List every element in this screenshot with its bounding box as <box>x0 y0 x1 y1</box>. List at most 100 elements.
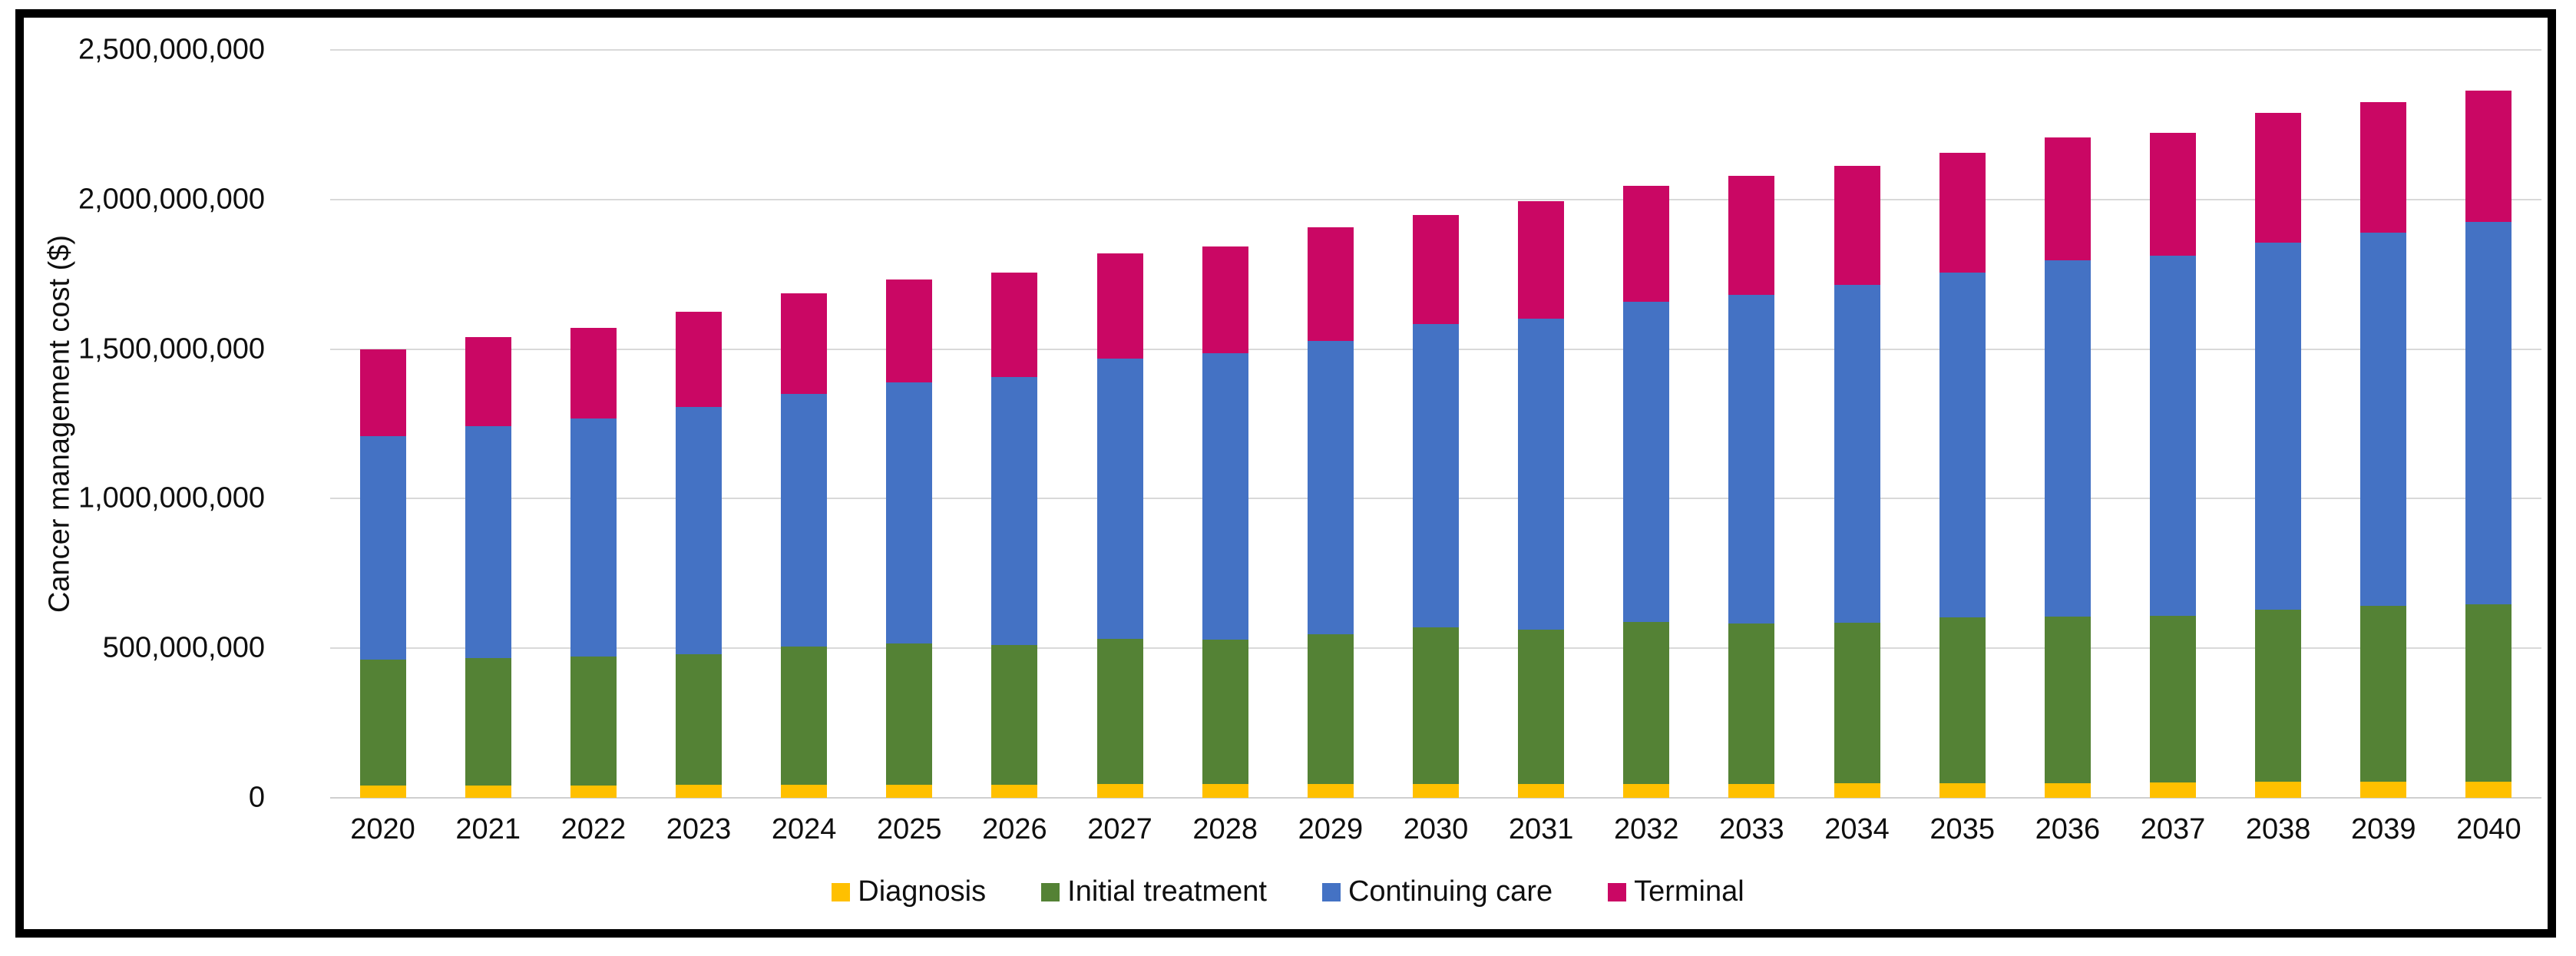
bar-segment-diagnosis <box>1096 784 1143 798</box>
bar-group-2024 <box>781 293 828 798</box>
bar-segment-diagnosis <box>676 785 722 798</box>
bar-segment-continuing-care <box>570 418 617 657</box>
bar-segment-diagnosis <box>359 786 406 798</box>
bar-segment-initial-treatment <box>676 654 722 786</box>
bar-group-2038 <box>2255 112 2302 798</box>
bar-segment-terminal <box>886 279 933 383</box>
bar-segment-diagnosis <box>1728 783 1775 798</box>
bar-segment-initial-treatment <box>1728 623 1775 784</box>
x-axis-label: 2029 <box>1298 813 1364 845</box>
bar-group-2040 <box>2465 90 2512 798</box>
x-axis-label: 2039 <box>2351 813 2416 845</box>
legend-swatch-initial-treatment <box>1041 882 1060 901</box>
bar-segment-terminal <box>1518 200 1565 319</box>
y-axis-tick-label: 0 <box>248 781 265 814</box>
bar-segment-initial-treatment <box>991 644 1038 785</box>
bar-segment-initial-treatment <box>570 657 617 786</box>
bar-segment-initial-treatment <box>2044 616 2091 783</box>
bar-segment-initial-treatment <box>359 660 406 786</box>
bar-segment-diagnosis <box>2465 781 2512 798</box>
bar-segment-terminal <box>1939 153 1986 273</box>
bar-segment-continuing-care <box>2465 222 2512 604</box>
x-axis-label: 2031 <box>1508 813 1574 845</box>
bar-segment-terminal <box>676 311 722 407</box>
bar-segment-initial-treatment <box>2360 605 2407 782</box>
y-axis-tick-label: 1,500,000,000 <box>78 332 265 366</box>
y-axis-tick-label: 500,000,000 <box>102 631 265 664</box>
bar-segment-diagnosis <box>1623 783 1670 798</box>
bar-segment-continuing-care <box>2150 256 2196 617</box>
y-axis-tick-label: 2,500,000,000 <box>78 33 265 66</box>
bar-segment-diagnosis <box>2150 782 2196 798</box>
x-axis-label: 2028 <box>1192 813 1258 845</box>
bar-segment-continuing-care <box>1202 353 1248 640</box>
bar-segment-diagnosis <box>1307 784 1354 798</box>
x-axis-baseline <box>330 797 2541 799</box>
bar-segment-initial-treatment <box>1623 621 1670 784</box>
bar-segment-terminal <box>2360 101 2407 233</box>
bar-segment-continuing-care <box>1413 324 1459 627</box>
x-axis-label: 2025 <box>877 813 942 845</box>
bar-segment-continuing-care <box>1096 358 1143 639</box>
bar-segment-diagnosis <box>1518 784 1565 798</box>
bar-segment-continuing-care <box>1623 302 1670 622</box>
x-axis-label: 2038 <box>2245 813 2311 845</box>
legend-label: Initial treatment <box>1067 875 1267 908</box>
x-axis-label: 2040 <box>2456 813 2521 845</box>
x-axis-label: 2026 <box>982 813 1047 845</box>
bar-group-2039 <box>2360 101 2407 798</box>
bar-segment-diagnosis <box>781 785 828 798</box>
x-axis-label: 2032 <box>1614 813 1679 845</box>
bar-group-2028 <box>1202 246 1248 798</box>
bar-segment-continuing-care <box>1518 318 1565 630</box>
bar-segment-initial-treatment <box>2150 616 2196 783</box>
gridline <box>330 198 2541 200</box>
x-axis-label: 2030 <box>1403 813 1469 845</box>
bar-segment-initial-treatment <box>465 658 511 786</box>
bar-group-2031 <box>1518 200 1565 798</box>
bar-segment-terminal <box>1202 246 1248 354</box>
legend-item-diagnosis: Diagnosis <box>832 875 986 908</box>
bar-segment-terminal <box>1623 186 1670 303</box>
bar-group-2033 <box>1728 175 1775 798</box>
bar-segment-terminal <box>1307 227 1354 341</box>
bar-segment-terminal <box>781 293 828 394</box>
x-axis-label: 2021 <box>455 813 521 845</box>
bar-segment-initial-treatment <box>1307 633 1354 785</box>
bar-segment-terminal <box>1728 175 1775 296</box>
bar-segment-terminal <box>359 349 406 436</box>
gridline <box>330 49 2541 51</box>
legend-label: Continuing care <box>1348 875 1553 908</box>
legend: Diagnosis Initial treatment Continuing car… <box>0 875 2576 908</box>
x-axis-label: 2023 <box>666 813 732 845</box>
bar-group-2026 <box>991 273 1038 798</box>
y-axis-tick-label: 1,000,000,000 <box>78 481 265 514</box>
bar-segment-continuing-care <box>1834 285 1880 624</box>
bar-group-2022 <box>570 328 617 798</box>
bar-segment-diagnosis <box>2044 782 2091 798</box>
legend-label: Terminal <box>1634 875 1744 908</box>
bar-segment-continuing-care <box>1728 295 1775 624</box>
bar-group-2037 <box>2150 132 2196 798</box>
x-axis-label: 2022 <box>561 813 627 845</box>
legend-swatch-continuing-care <box>1321 882 1341 901</box>
x-axis-label: 2035 <box>1930 813 1995 845</box>
legend-swatch-terminal <box>1608 882 1627 901</box>
bar-segment-diagnosis <box>1939 782 1986 798</box>
bar-segment-initial-treatment <box>2465 604 2512 782</box>
bar-segment-diagnosis <box>465 786 511 798</box>
bar-segment-initial-treatment <box>886 643 933 785</box>
bar-segment-initial-treatment <box>2255 609 2302 782</box>
bar-group-2021 <box>465 337 511 798</box>
bar-segment-diagnosis <box>1202 784 1248 798</box>
bar-group-2030 <box>1413 215 1459 798</box>
bar-group-2020 <box>359 349 406 798</box>
bar-segment-continuing-care <box>359 436 406 660</box>
bar-segment-terminal <box>2465 90 2512 223</box>
bar-segment-terminal <box>2150 132 2196 256</box>
x-axis-label: 2020 <box>350 813 415 845</box>
bar-segment-initial-treatment <box>1518 630 1565 785</box>
bar-segment-initial-treatment <box>1834 623 1880 784</box>
bar-group-2029 <box>1307 227 1354 798</box>
x-axis-label: 2037 <box>2140 813 2206 845</box>
